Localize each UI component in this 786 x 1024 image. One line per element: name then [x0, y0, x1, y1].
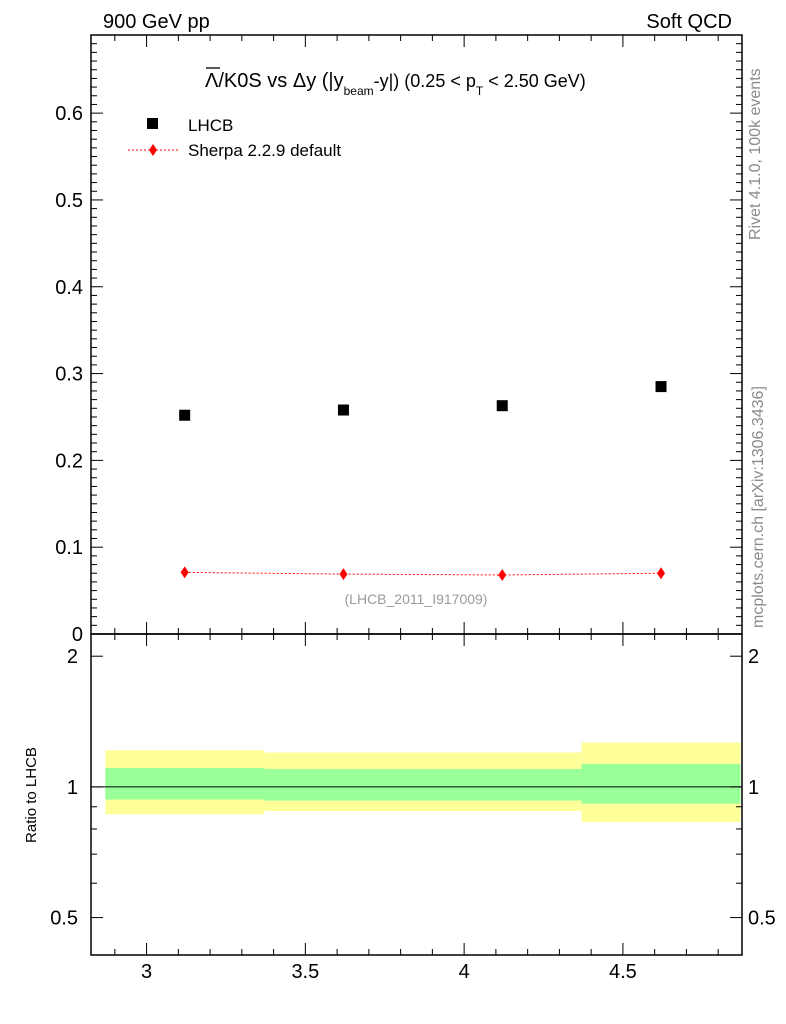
lhcb-data-point — [337, 404, 349, 416]
ratio-band-inner — [581, 763, 741, 804]
ratio-y-axis-label: Ratio to LHCB — [23, 747, 40, 843]
y-tick-label: 0.5 — [55, 190, 83, 212]
y-tick-label: 0 — [72, 624, 83, 646]
sherpa-data-point — [339, 568, 348, 581]
y-tick-label: 0.4 — [55, 277, 83, 299]
title-part-1: /K0S vs Δy (|y — [218, 70, 343, 92]
title-subscript-beam: beam — [344, 84, 374, 98]
rivet-version-label: Rivet 4.1.0, 100k events — [747, 68, 764, 240]
ratio-y-tick-label: 1 — [67, 777, 78, 799]
legend-sherpa-marker — [149, 144, 157, 156]
ratio-plot-frame — [90, 633, 743, 956]
sherpa-data-point — [657, 567, 666, 580]
sherpa-series-line — [184, 571, 662, 576]
x-tick-label: 3.5 — [291, 961, 319, 983]
y-tick-label: 0.6 — [55, 103, 83, 125]
title-part-2: -y|) (0.25 < p — [374, 71, 476, 91]
x-tick-label: 4 — [459, 961, 470, 983]
ratio-band-inner — [105, 768, 265, 800]
y-tick-label: 0.1 — [55, 537, 83, 559]
ratio-y-tick-label-right: 1 — [748, 777, 759, 799]
x-tick-label: 4.5 — [609, 961, 637, 983]
ratio-y-tick-label: 2 — [67, 646, 78, 668]
sherpa-data-point — [498, 568, 507, 581]
lhcb-data-point — [655, 381, 667, 393]
ratio-y-tick-label-right: 2 — [748, 646, 759, 668]
chart-marks-layer — [179, 381, 667, 581]
mcplots-label: mcplots.cern.ch [arXiv:1306.3436] — [750, 386, 767, 628]
plot-title: Λ/K0S vs Δy (|ybeam-y|) (0.25 < pT < 2.5… — [205, 70, 586, 98]
ratio-y-tick-label: 0.5 — [50, 908, 78, 930]
analysis-label: (LHCB_2011_I917009) — [345, 591, 488, 607]
legend-sherpa-label: Sherpa 2.2.9 default — [188, 141, 341, 160]
sherpa-data-point — [180, 566, 189, 579]
title-subscript-t: T — [476, 84, 484, 98]
lhcb-data-point — [496, 400, 508, 412]
header-left: 900 GeV pp — [103, 11, 210, 33]
y-tick-label: 0.3 — [55, 364, 83, 386]
header-right: Soft QCD — [646, 11, 732, 33]
legend-lhcb-label: LHCB — [188, 116, 233, 135]
title-part-3: < 2.50 GeV) — [483, 71, 586, 91]
chart-background-layer — [91, 742, 742, 823]
chart-axes-layer: 3 3.5 4 4.5 0 0.1 0.2 0.3 0.4 0.5 0.6 0.5 0.5 1 1 2 2 — [50, 34, 776, 983]
title-lambda-bar: Λ — [205, 70, 219, 92]
y-tick-label: 0.2 — [55, 450, 83, 472]
lhcb-data-point — [179, 409, 191, 421]
ratio-band-inner — [264, 768, 582, 801]
legend-lhcb-marker — [147, 118, 158, 129]
ratio-y-tick-label-right: 0.5 — [748, 908, 776, 930]
x-tick-label: 3 — [141, 961, 152, 983]
